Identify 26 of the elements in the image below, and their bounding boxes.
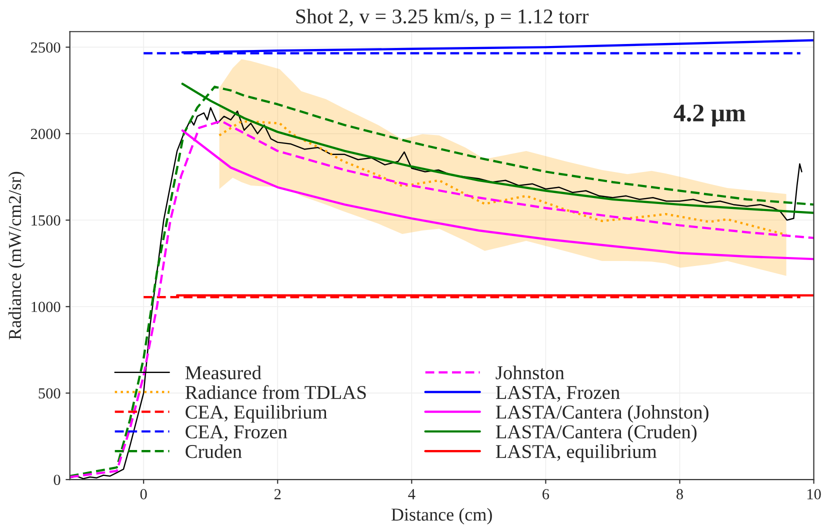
x-axis-title: Distance (cm) [391, 508, 492, 524]
y-tick-label: 0 [54, 474, 60, 486]
y-axis-title: Radiance (mW/cm2/sr) [8, 172, 25, 340]
x-tick-label: 2 [274, 489, 281, 500]
chart-title: Shot 2, v = 3.25 km/s, p = 1.12 torr [296, 8, 589, 28]
x-tick-label: 8 [676, 489, 683, 500]
y-tick-label: 2000 [30, 128, 60, 140]
x-tick-label: 10 [807, 489, 821, 500]
legend-label: CEA, Equilibrium [186, 405, 328, 423]
y-tick-label: 1000 [32, 302, 60, 312]
legend-label: Johnston [496, 366, 564, 380]
legend-label: LASTA/Cantera (Johnston) [496, 405, 708, 423]
legend-label: Cruden [186, 444, 242, 458]
y-tick-label: 2500 [30, 42, 60, 53]
x-tick-label: 0 [140, 489, 147, 500]
legend-label: LASTA/Cantera (Cruden) [496, 424, 697, 442]
y-tick-label: 500 [38, 388, 60, 399]
legend-label: Measured [185, 366, 262, 380]
x-tick-label: 4 [408, 489, 416, 500]
x-tick-label: 6 [542, 489, 550, 500]
y-tick-label: 1500 [32, 215, 60, 226]
legend-label: Radiance from TDLAS [185, 385, 366, 400]
legend-label: LASTA, Frozen [496, 386, 620, 402]
legend-label: LASTA, equilibrium [496, 444, 657, 462]
legend-label: CEA, Frozen [186, 425, 288, 442]
annotation: 4.2 μm [674, 104, 746, 127]
